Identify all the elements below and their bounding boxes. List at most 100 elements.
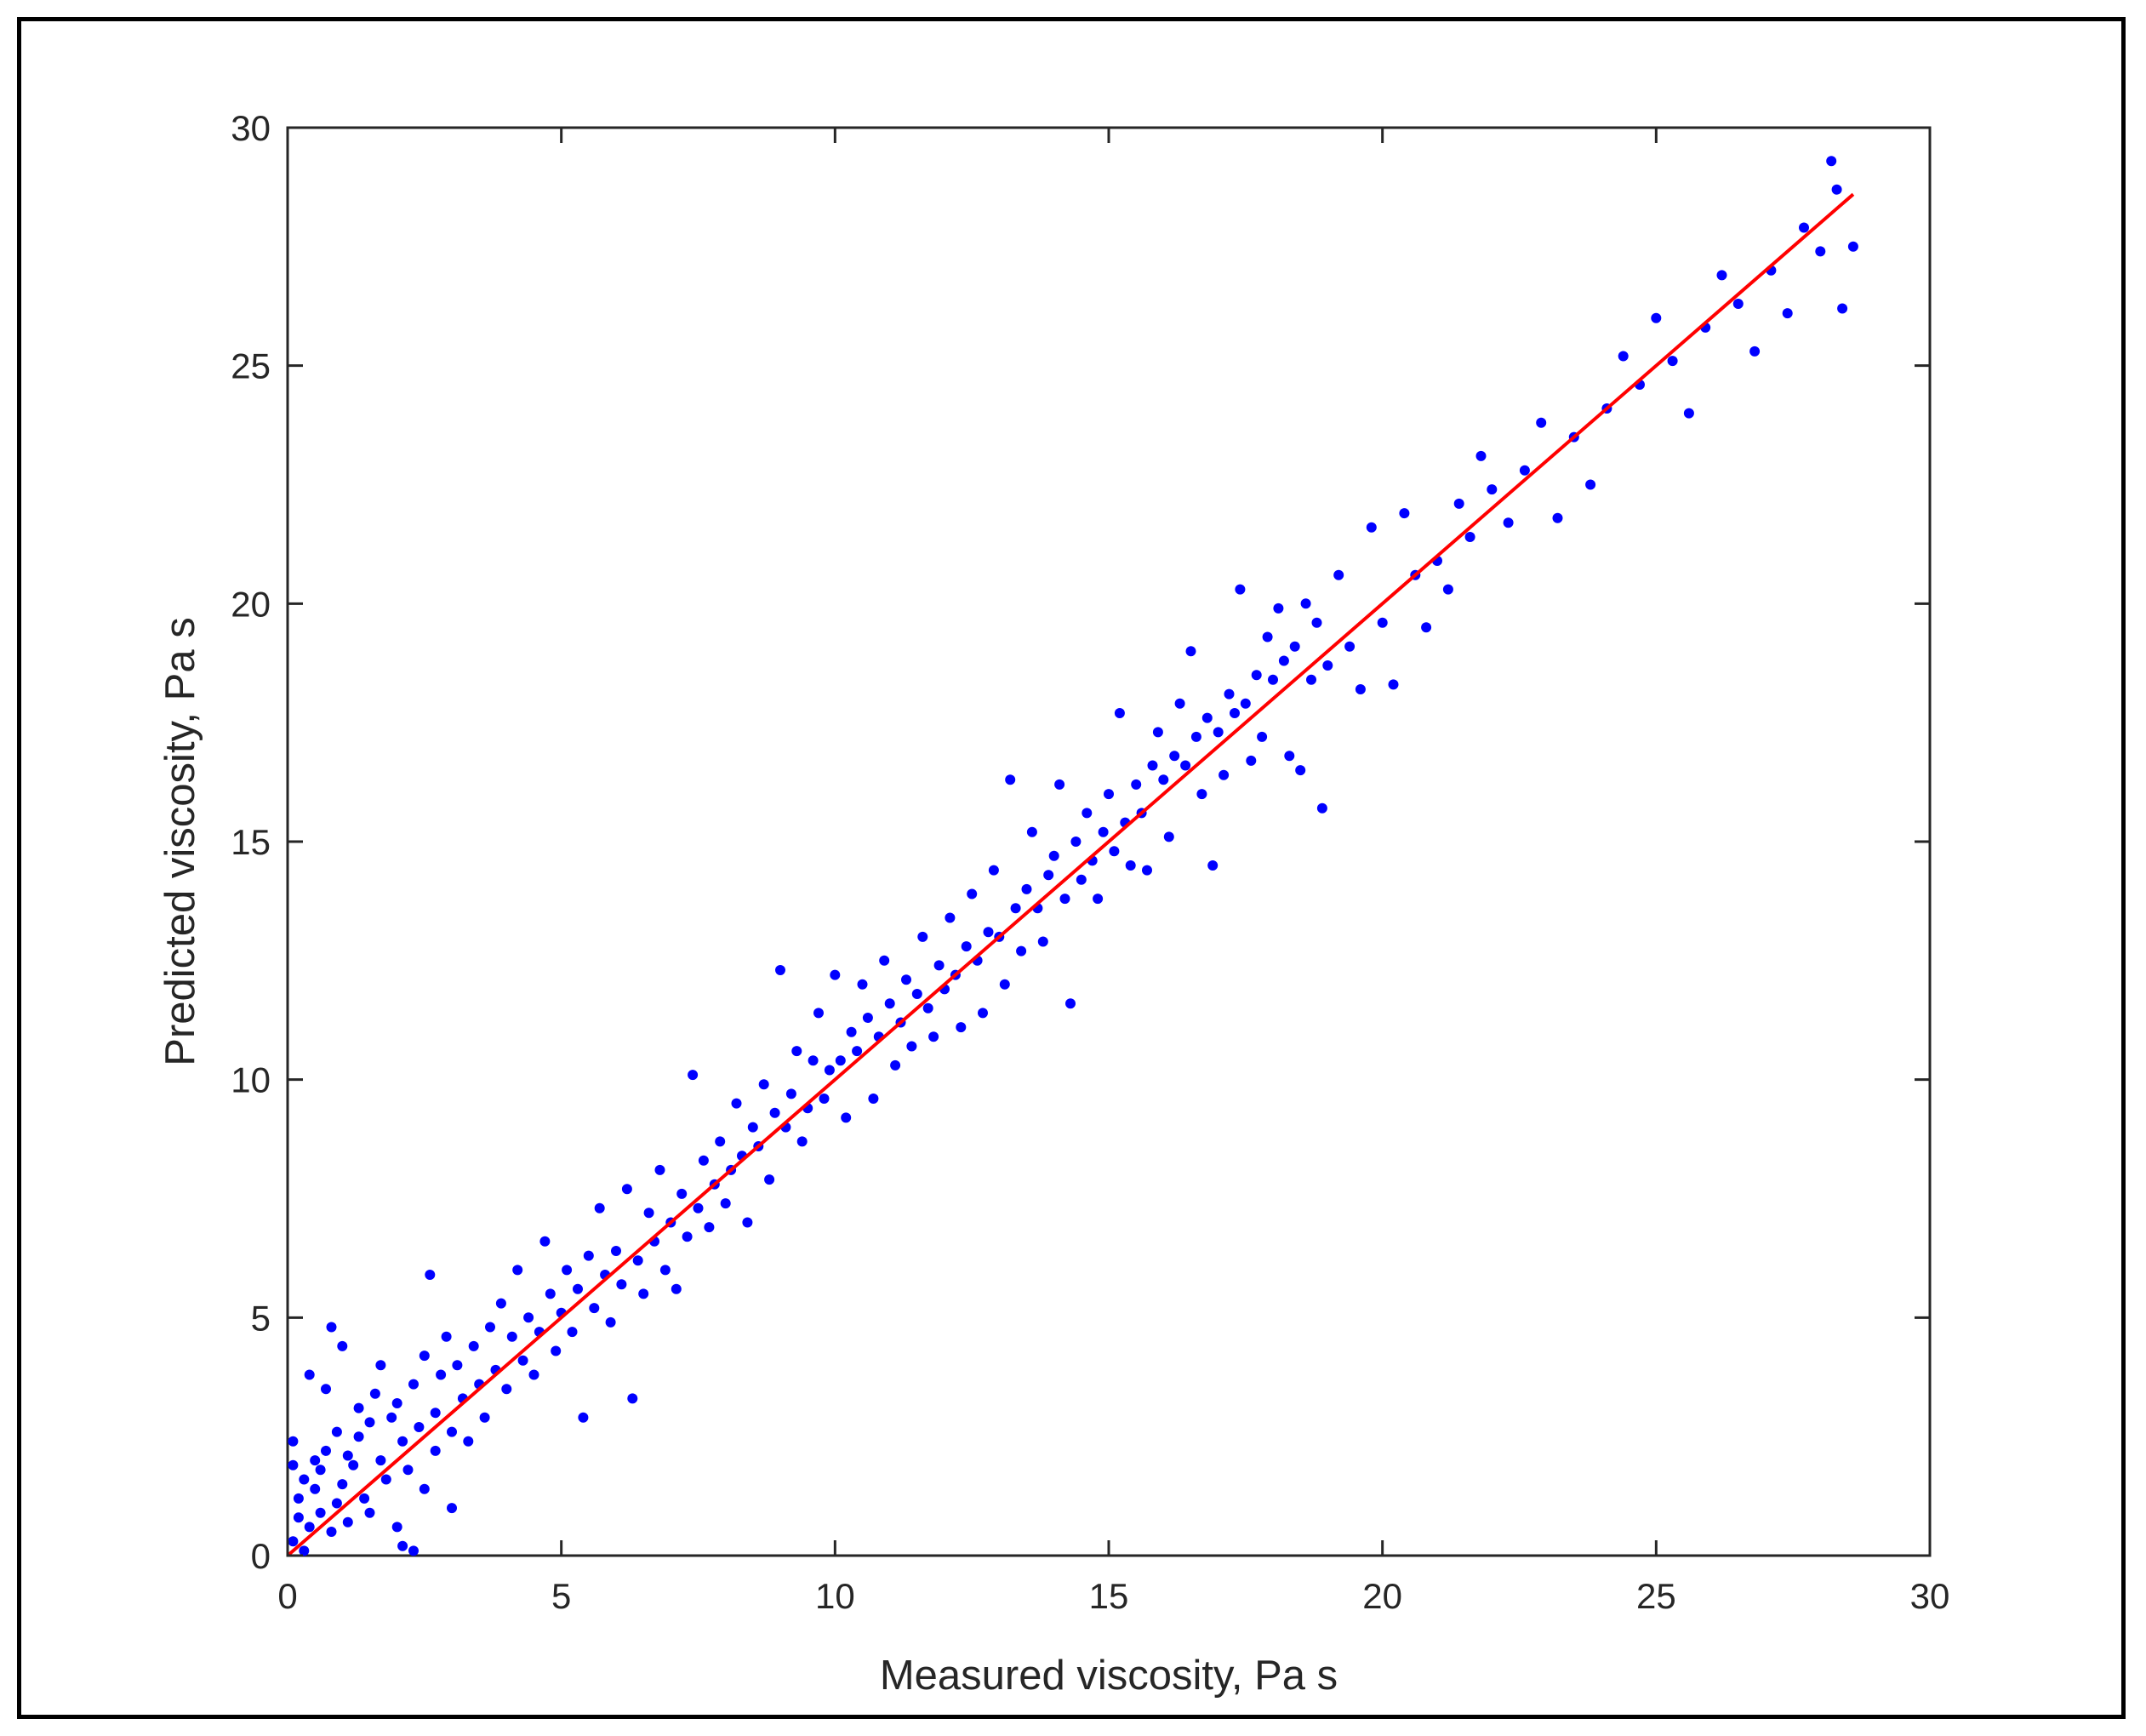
data-point-32 bbox=[380, 1474, 391, 1485]
data-point-100 bbox=[720, 1198, 731, 1209]
data-point-175 bbox=[1131, 779, 1142, 790]
data-point-113 bbox=[791, 1046, 802, 1057]
data-point-81 bbox=[616, 1279, 627, 1290]
data-point-187 bbox=[1196, 789, 1207, 800]
data-point-4 bbox=[293, 1493, 304, 1504]
data-point-216 bbox=[1388, 679, 1399, 690]
data-point-138 bbox=[928, 1031, 939, 1042]
data-point-165 bbox=[1076, 874, 1087, 885]
y-tick-label-6: 30 bbox=[231, 108, 271, 148]
data-point-245 bbox=[1815, 246, 1826, 257]
data-point-119 bbox=[824, 1065, 835, 1076]
data-point-88 bbox=[654, 1164, 665, 1175]
data-point-229 bbox=[1552, 512, 1563, 523]
data-point-158 bbox=[1037, 936, 1048, 947]
x-tick-label-5: 25 bbox=[1636, 1576, 1676, 1616]
data-point-105 bbox=[747, 1122, 758, 1133]
data-point-181 bbox=[1163, 831, 1174, 842]
x-tick-label-6: 30 bbox=[1910, 1576, 1950, 1616]
data-point-77 bbox=[594, 1202, 605, 1213]
data-point-198 bbox=[1257, 731, 1268, 742]
data-point-74 bbox=[578, 1412, 589, 1423]
data-point-116 bbox=[808, 1055, 819, 1066]
data-point-174 bbox=[1125, 860, 1136, 871]
data-point-95 bbox=[693, 1202, 704, 1213]
data-point-196 bbox=[1246, 755, 1257, 766]
data-point-194 bbox=[1235, 584, 1246, 595]
data-point-188 bbox=[1201, 712, 1213, 723]
y-tick-label-0: 0 bbox=[251, 1536, 271, 1576]
data-point-215 bbox=[1377, 617, 1388, 628]
data-point-231 bbox=[1585, 479, 1596, 490]
data-point-178 bbox=[1147, 760, 1158, 771]
data-point-237 bbox=[1683, 408, 1694, 419]
data-point-193 bbox=[1230, 708, 1240, 718]
data-point-37 bbox=[397, 1436, 408, 1447]
x-tick-label-4: 20 bbox=[1362, 1576, 1402, 1616]
data-point-57 bbox=[485, 1322, 495, 1333]
data-point-5 bbox=[299, 1545, 310, 1556]
data-point-207 bbox=[1306, 674, 1316, 685]
data-point-217 bbox=[1399, 508, 1410, 519]
data-point-139 bbox=[933, 960, 945, 971]
data-point-65 bbox=[528, 1369, 539, 1380]
data-point-200 bbox=[1268, 674, 1278, 685]
x-tick-label-1: 5 bbox=[551, 1576, 571, 1616]
y-tick-label-4: 20 bbox=[231, 584, 271, 624]
data-point-47 bbox=[436, 1369, 447, 1380]
data-point-28 bbox=[364, 1507, 375, 1518]
data-point-236 bbox=[1667, 356, 1678, 367]
data-point-54 bbox=[468, 1340, 479, 1351]
data-point-240 bbox=[1732, 299, 1744, 309]
data-point-110 bbox=[775, 965, 785, 975]
data-point-23 bbox=[348, 1459, 359, 1470]
data-point-135 bbox=[911, 989, 922, 999]
data-point-12 bbox=[315, 1465, 326, 1476]
data-point-73 bbox=[573, 1283, 583, 1294]
data-point-39 bbox=[408, 1379, 419, 1390]
data-point-210 bbox=[1322, 660, 1333, 671]
data-point-213 bbox=[1355, 684, 1366, 694]
data-point-163 bbox=[1065, 998, 1076, 1009]
data-point-199 bbox=[1262, 631, 1273, 642]
data-point-182 bbox=[1169, 751, 1180, 762]
data-point-64 bbox=[523, 1312, 534, 1323]
data-point-6 bbox=[299, 1474, 310, 1485]
data-point-206 bbox=[1300, 598, 1311, 609]
data-point-22 bbox=[342, 1450, 353, 1461]
data-point-94 bbox=[688, 1070, 699, 1081]
data-point-79 bbox=[605, 1316, 616, 1328]
data-point-190 bbox=[1213, 727, 1224, 738]
data-point-44 bbox=[425, 1270, 436, 1280]
data-point-177 bbox=[1142, 865, 1152, 876]
data-point-53 bbox=[463, 1436, 474, 1447]
data-point-144 bbox=[961, 941, 972, 952]
data-point-161 bbox=[1054, 779, 1065, 790]
data-point-60 bbox=[501, 1384, 512, 1395]
data-point-124 bbox=[852, 1046, 863, 1057]
data-point-221 bbox=[1442, 584, 1453, 595]
data-point-82 bbox=[621, 1184, 632, 1195]
data-point-155 bbox=[1021, 883, 1032, 894]
data-point-63 bbox=[517, 1355, 528, 1366]
data-point-180 bbox=[1158, 774, 1169, 785]
x-tick-label-2: 10 bbox=[815, 1576, 855, 1616]
data-point-71 bbox=[562, 1265, 573, 1276]
data-point-9 bbox=[310, 1483, 321, 1494]
data-point-166 bbox=[1082, 808, 1093, 819]
data-point-24 bbox=[353, 1431, 364, 1442]
data-point-122 bbox=[841, 1112, 852, 1123]
data-point-151 bbox=[999, 979, 1010, 990]
data-point-137 bbox=[922, 1002, 933, 1014]
data-point-85 bbox=[638, 1288, 649, 1299]
data-point-145 bbox=[967, 888, 978, 899]
data-point-169 bbox=[1098, 826, 1109, 837]
data-point-102 bbox=[731, 1098, 742, 1109]
data-point-118 bbox=[819, 1094, 830, 1104]
data-point-189 bbox=[1207, 860, 1219, 871]
y-axis-label: Predicted viscosity, Pa s bbox=[157, 617, 203, 1065]
data-point-93 bbox=[682, 1231, 693, 1242]
data-point-75 bbox=[583, 1250, 594, 1261]
data-point-133 bbox=[901, 974, 911, 985]
